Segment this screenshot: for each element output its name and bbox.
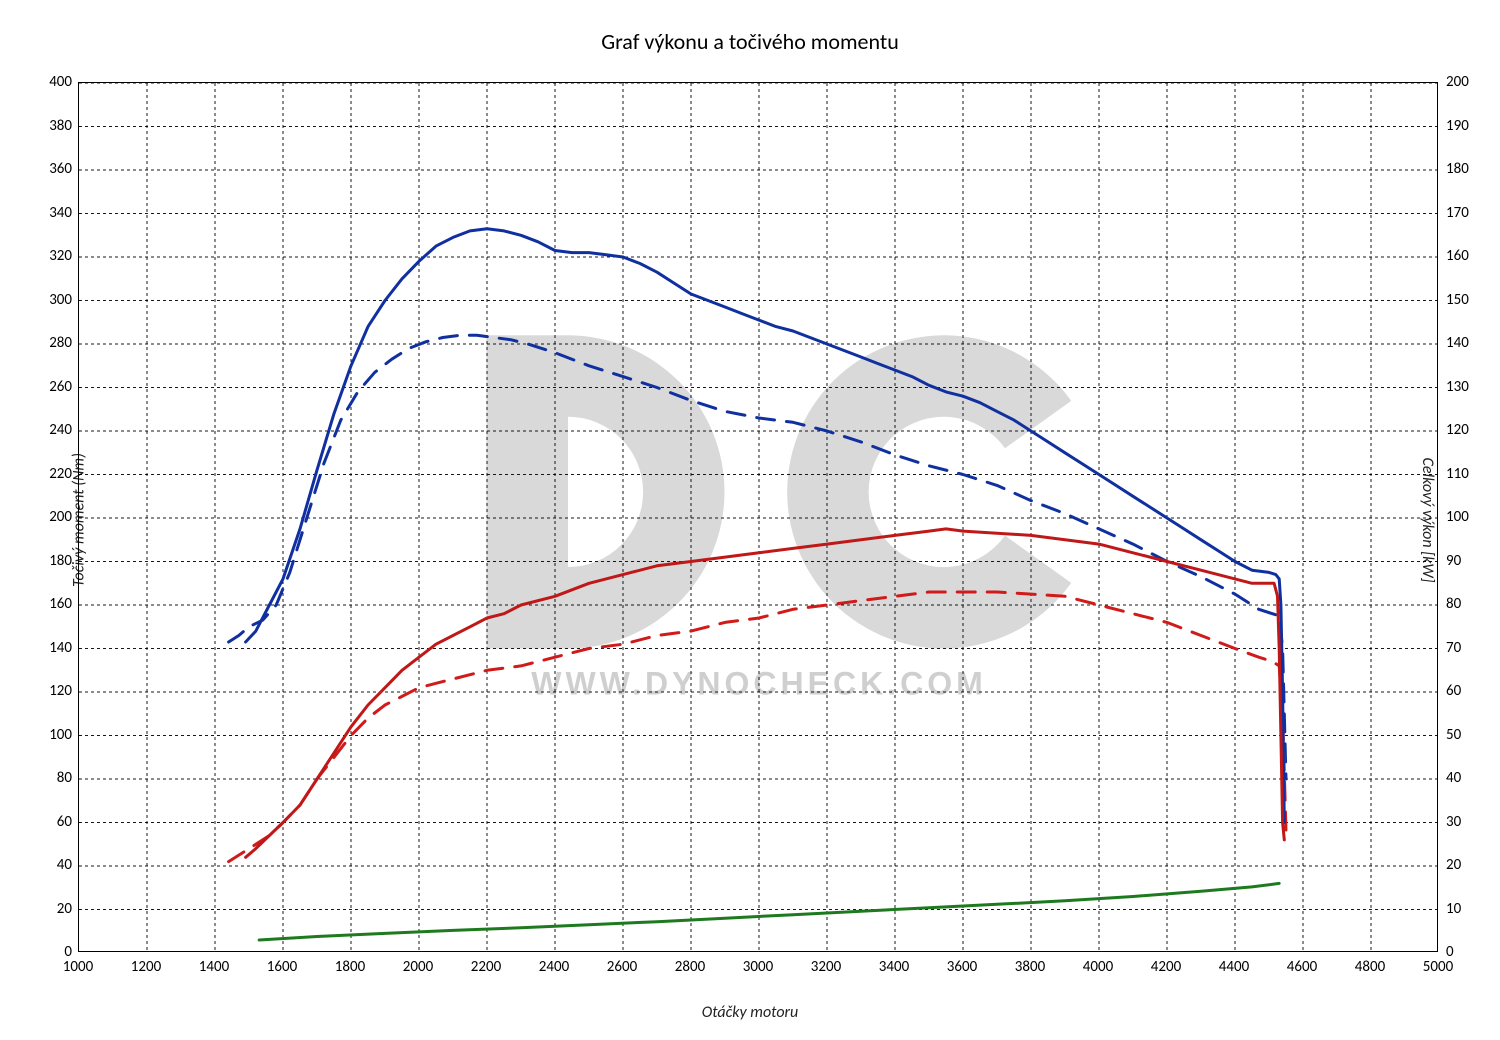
tick-label: 120 bbox=[1446, 421, 1486, 439]
tick-label: 70 bbox=[1446, 639, 1486, 657]
tick-label: 200 bbox=[32, 508, 72, 526]
tick-label: 40 bbox=[32, 856, 72, 874]
tick-label: 3200 bbox=[811, 958, 841, 976]
tick-label: 80 bbox=[1446, 595, 1486, 613]
tick-label: 2600 bbox=[607, 958, 637, 976]
tick-label: 180 bbox=[32, 552, 72, 570]
tick-label: 4000 bbox=[1083, 958, 1113, 976]
series-torque_dashed bbox=[229, 335, 1286, 779]
tick-label: 300 bbox=[32, 291, 72, 309]
tick-label: 140 bbox=[32, 639, 72, 657]
tick-label: 4800 bbox=[1355, 958, 1385, 976]
series-power_dashed bbox=[229, 592, 1286, 862]
tick-label: 1200 bbox=[131, 958, 161, 976]
tick-label: 50 bbox=[1446, 726, 1486, 744]
tick-label: 360 bbox=[32, 160, 72, 178]
tick-label: 40 bbox=[1446, 769, 1486, 787]
tick-label: 120 bbox=[32, 682, 72, 700]
tick-label: 5000 bbox=[1423, 958, 1453, 976]
tick-label: 90 bbox=[1446, 552, 1486, 570]
tick-label: 100 bbox=[32, 726, 72, 744]
chart-svg: WWW.DYNOCHECK.COM bbox=[79, 83, 1439, 953]
tick-label: 180 bbox=[1446, 160, 1486, 178]
tick-label: 1400 bbox=[199, 958, 229, 976]
tick-label: 3000 bbox=[743, 958, 773, 976]
tick-label: 60 bbox=[32, 813, 72, 831]
tick-label: 110 bbox=[1446, 465, 1486, 483]
tick-label: 2800 bbox=[675, 958, 705, 976]
watermark bbox=[487, 335, 1072, 648]
tick-label: 320 bbox=[32, 247, 72, 265]
tick-label: 3600 bbox=[947, 958, 977, 976]
chart-title: Graf výkonu a točivého momentu bbox=[0, 28, 1500, 55]
tick-label: 200 bbox=[1446, 73, 1486, 91]
tick-label: 240 bbox=[32, 421, 72, 439]
x-axis-label: Otáčky motoru bbox=[0, 1003, 1500, 1022]
tick-label: 400 bbox=[32, 73, 72, 91]
tick-label: 220 bbox=[32, 465, 72, 483]
tick-label: 4600 bbox=[1287, 958, 1317, 976]
tick-label: 20 bbox=[32, 900, 72, 918]
series-torque_solid bbox=[246, 229, 1285, 823]
tick-label: 260 bbox=[32, 378, 72, 396]
tick-label: 30 bbox=[1446, 813, 1486, 831]
tick-label: 1000 bbox=[63, 958, 93, 976]
tick-label: 150 bbox=[1446, 291, 1486, 309]
tick-label: 340 bbox=[32, 204, 72, 222]
series-loss bbox=[259, 883, 1279, 940]
tick-label: 280 bbox=[32, 334, 72, 352]
tick-label: 60 bbox=[1446, 682, 1486, 700]
tick-label: 3400 bbox=[879, 958, 909, 976]
tick-label: 80 bbox=[32, 769, 72, 787]
tick-label: 130 bbox=[1446, 378, 1486, 396]
tick-label: 160 bbox=[1446, 247, 1486, 265]
tick-label: 1600 bbox=[267, 958, 297, 976]
tick-label: 10 bbox=[1446, 900, 1486, 918]
tick-label: 4200 bbox=[1151, 958, 1181, 976]
tick-label: 140 bbox=[1446, 334, 1486, 352]
tick-label: 3800 bbox=[1015, 958, 1045, 976]
tick-label: 2200 bbox=[471, 958, 501, 976]
tick-label: 190 bbox=[1446, 117, 1486, 135]
tick-label: 1800 bbox=[335, 958, 365, 976]
tick-label: 2000 bbox=[403, 958, 433, 976]
tick-label: 100 bbox=[1446, 508, 1486, 526]
tick-label: 4400 bbox=[1219, 958, 1249, 976]
tick-label: 2400 bbox=[539, 958, 569, 976]
tick-label: 160 bbox=[32, 595, 72, 613]
tick-label: 20 bbox=[1446, 856, 1486, 874]
plot-area: WWW.DYNOCHECK.COM bbox=[78, 82, 1438, 952]
tick-label: 380 bbox=[32, 117, 72, 135]
tick-label: 170 bbox=[1446, 204, 1486, 222]
